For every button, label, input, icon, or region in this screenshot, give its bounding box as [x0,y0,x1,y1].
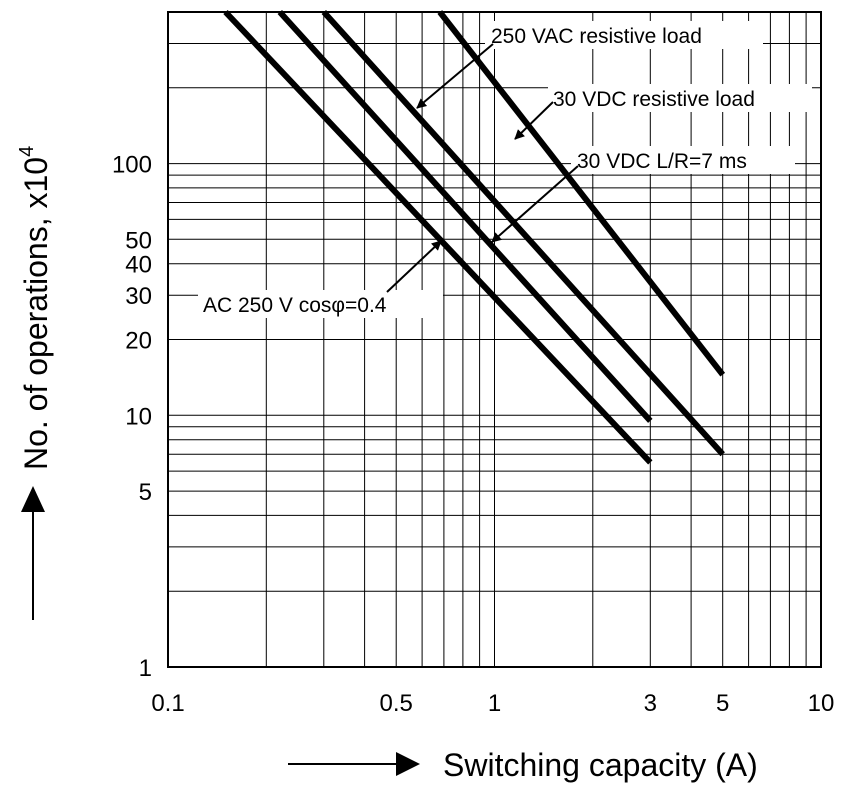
y-axis-arrow-head [21,486,45,512]
x-tick-label: 10 [808,690,835,717]
annotation-arrow-250vac [416,43,494,109]
annotation-bg-ac250 [198,290,443,318]
y-axis-title-exponent: 4 [16,146,38,157]
series-layer [223,9,726,465]
annotation-arrow-30vdc-lr [491,165,579,243]
y-axis-title-group: No. of operations, x104 [16,146,54,620]
y-axis-title-text: No. of operations, x10 [18,157,54,470]
y-tick-label: 1 [139,655,152,682]
annotation-bg-30vdc-lr [571,146,795,174]
y-tick-label: 10 [125,403,152,430]
annotation-arrow-30vdc-resistive [514,101,554,140]
series-line-1 [437,10,726,377]
x-axis-title: Switching capacity (A) [443,747,758,783]
annotation-30vdc-resistive: 30 VDC resistive load [553,88,755,111]
grid [168,12,821,667]
annotation-250vac-resistive: 250 VAC resistive load [491,25,702,48]
x-tick-label: 0.1 [151,690,184,717]
annotation-bg-250vac [485,21,763,49]
annotation-30vdc-lr: 30 VDC L/R=7 ms [577,150,747,173]
y-tick-label: 5 [139,479,152,506]
annotation-bg-30vdc-resistive [548,84,812,112]
y-tick-label: 40 [125,252,152,279]
series-line-4 [223,9,653,465]
x-axis-title-group: Switching capacity (A) [288,747,758,783]
x-tick-labels: 0.1 0.5 1 3 5 10 [151,690,834,717]
annotation-ac250-cos: AC 250 V cosφ=0.4 [203,294,387,317]
x-tick-label: 0.5 [380,690,413,717]
series-line-2 [321,9,725,457]
x-tick-label: 5 [716,690,729,717]
x-tick-label: 1 [488,690,501,717]
x-tick-label: 3 [644,690,657,717]
y-tick-label: 20 [125,328,152,355]
series-line-3 [277,9,653,423]
plot-area-frame [167,11,822,668]
x-axis-arrow-head [396,752,420,776]
y-tick-label: 100 [112,152,152,179]
annotation-arrow-ac250 [386,240,442,293]
y-tick-label: 30 [125,283,152,310]
y-tick-label: 50 [125,227,152,254]
y-axis-title: No. of operations, x104 [16,146,54,470]
